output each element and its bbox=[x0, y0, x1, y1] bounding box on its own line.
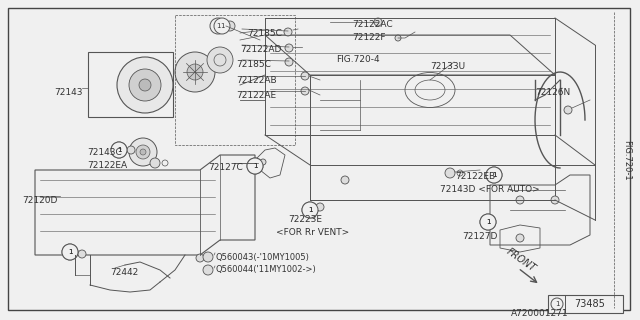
Text: 72133U: 72133U bbox=[430, 62, 465, 71]
Circle shape bbox=[214, 18, 230, 34]
Circle shape bbox=[247, 158, 263, 174]
Circle shape bbox=[175, 52, 215, 92]
Text: 1: 1 bbox=[486, 219, 490, 225]
Circle shape bbox=[140, 149, 146, 155]
Text: 72185C: 72185C bbox=[247, 29, 282, 38]
Text: 1: 1 bbox=[492, 172, 496, 178]
Text: Q560044('11MY1002->): Q560044('11MY1002->) bbox=[215, 265, 316, 274]
Circle shape bbox=[203, 265, 213, 275]
Circle shape bbox=[207, 47, 233, 73]
Text: 1: 1 bbox=[253, 163, 257, 169]
Circle shape bbox=[127, 146, 135, 154]
Text: 72143C: 72143C bbox=[87, 148, 122, 157]
Text: 72122AB: 72122AB bbox=[236, 76, 276, 85]
Circle shape bbox=[196, 254, 204, 262]
Circle shape bbox=[78, 250, 86, 258]
Circle shape bbox=[136, 145, 150, 159]
Circle shape bbox=[285, 44, 293, 52]
Circle shape bbox=[111, 142, 127, 158]
Text: 72143D <FOR AUTO>: 72143D <FOR AUTO> bbox=[440, 185, 540, 194]
Circle shape bbox=[150, 158, 160, 168]
Text: 72126N: 72126N bbox=[535, 88, 570, 97]
Circle shape bbox=[187, 64, 203, 80]
Text: 1: 1 bbox=[492, 172, 496, 178]
Circle shape bbox=[374, 18, 382, 26]
Text: 1: 1 bbox=[555, 301, 559, 307]
Circle shape bbox=[247, 158, 263, 174]
Text: 72122EB: 72122EB bbox=[455, 172, 495, 181]
Text: 72143: 72143 bbox=[54, 88, 83, 97]
Text: 72122AD: 72122AD bbox=[240, 45, 282, 54]
Text: 1: 1 bbox=[216, 23, 220, 29]
Text: 1: 1 bbox=[68, 249, 72, 255]
Circle shape bbox=[225, 21, 235, 31]
Text: 1: 1 bbox=[308, 207, 312, 213]
Text: 1: 1 bbox=[220, 23, 224, 29]
Text: FIG.720-4: FIG.720-4 bbox=[336, 55, 380, 64]
Circle shape bbox=[516, 234, 524, 242]
Circle shape bbox=[62, 244, 78, 260]
Text: 1: 1 bbox=[68, 249, 72, 255]
Circle shape bbox=[564, 106, 572, 114]
Text: 72127C: 72127C bbox=[208, 163, 243, 172]
Circle shape bbox=[203, 252, 213, 262]
Circle shape bbox=[285, 58, 293, 66]
Text: 72122AE: 72122AE bbox=[236, 91, 276, 100]
Circle shape bbox=[516, 196, 524, 204]
Circle shape bbox=[62, 244, 78, 260]
Text: FRONT: FRONT bbox=[505, 247, 538, 274]
Circle shape bbox=[260, 159, 266, 165]
Circle shape bbox=[210, 18, 226, 34]
Text: 1: 1 bbox=[486, 219, 490, 225]
Circle shape bbox=[139, 79, 151, 91]
Text: <FOR Rr VENT>: <FOR Rr VENT> bbox=[276, 228, 349, 237]
Circle shape bbox=[480, 214, 496, 230]
Circle shape bbox=[284, 28, 292, 36]
Text: 72120D: 72120D bbox=[22, 196, 58, 205]
Text: 72122EA: 72122EA bbox=[87, 161, 127, 170]
Text: 1: 1 bbox=[308, 207, 312, 213]
Circle shape bbox=[395, 35, 401, 41]
Text: 1: 1 bbox=[253, 163, 257, 169]
Text: 72127D: 72127D bbox=[462, 232, 497, 241]
Circle shape bbox=[316, 203, 324, 211]
Circle shape bbox=[480, 214, 496, 230]
Text: 73485: 73485 bbox=[575, 299, 605, 309]
Circle shape bbox=[302, 202, 318, 218]
Bar bbox=[548, 295, 623, 313]
Bar bbox=[88, 52, 173, 117]
Circle shape bbox=[341, 176, 349, 184]
Circle shape bbox=[486, 167, 502, 183]
Text: 72122F: 72122F bbox=[352, 33, 385, 42]
Text: A720001271: A720001271 bbox=[511, 309, 569, 318]
Text: 1: 1 bbox=[116, 147, 121, 153]
Text: 72223E: 72223E bbox=[288, 215, 322, 224]
Circle shape bbox=[302, 202, 318, 218]
Circle shape bbox=[301, 87, 309, 95]
Text: 72442: 72442 bbox=[110, 268, 138, 277]
Circle shape bbox=[551, 196, 559, 204]
Text: FIG.720-1: FIG.720-1 bbox=[623, 140, 632, 180]
Text: 72122AC: 72122AC bbox=[352, 20, 392, 29]
Text: Q560043(-'10MY1005): Q560043(-'10MY1005) bbox=[215, 253, 309, 262]
Circle shape bbox=[486, 167, 502, 183]
Circle shape bbox=[551, 298, 563, 310]
Circle shape bbox=[129, 69, 161, 101]
Text: 1: 1 bbox=[116, 147, 121, 153]
Circle shape bbox=[129, 138, 157, 166]
Circle shape bbox=[445, 168, 455, 178]
Text: 72185C: 72185C bbox=[236, 60, 271, 69]
Bar bbox=[175, 15, 295, 145]
Circle shape bbox=[117, 57, 173, 113]
Circle shape bbox=[111, 142, 127, 158]
Circle shape bbox=[301, 72, 309, 80]
